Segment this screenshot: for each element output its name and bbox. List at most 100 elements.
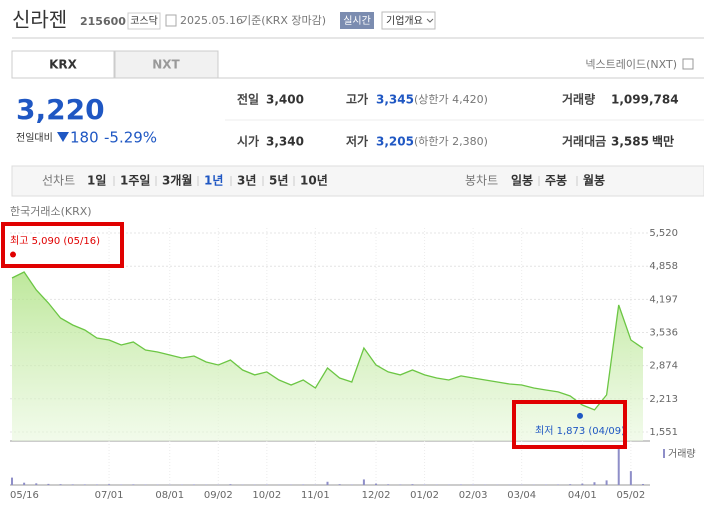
volume-bar bbox=[629, 471, 632, 485]
date: 2025.05.16 bbox=[180, 14, 243, 27]
volume-bar bbox=[399, 484, 402, 485]
chart: 5,520 4,858 4,197 3,536 2,874 2,213 1,551 05/16… bbox=[10, 228, 696, 501]
y-tick-label: 2,874 bbox=[649, 361, 678, 372]
volume-bar bbox=[229, 484, 232, 485]
x-tick-label: 11/01 bbox=[301, 490, 330, 501]
volume-bar bbox=[605, 480, 608, 485]
y-tick-label: 5,520 bbox=[649, 228, 678, 239]
stat-value: 3,205 bbox=[376, 135, 414, 149]
stat-label: 거래량 bbox=[562, 92, 595, 107]
x-tick-label: 04/01 bbox=[568, 490, 597, 501]
volume-legend: 거래량 bbox=[668, 448, 696, 460]
period-option[interactable]: 1일 bbox=[87, 174, 106, 188]
volume-bar bbox=[338, 484, 341, 485]
volume-bar bbox=[326, 481, 329, 485]
y-tick-label: 2,213 bbox=[649, 394, 678, 405]
volume-bar bbox=[11, 477, 13, 485]
volume-bar bbox=[59, 484, 62, 485]
period-option[interactable]: 5년 bbox=[269, 174, 288, 188]
period-group-label: 선차트 bbox=[42, 174, 75, 188]
price-line bbox=[11, 271, 644, 411]
extreme-dot bbox=[10, 251, 16, 258]
period-bar bbox=[11, 165, 704, 197]
x-tick-label: 08/01 bbox=[155, 490, 184, 501]
volume-bar bbox=[617, 448, 620, 485]
volume-bar bbox=[108, 484, 111, 485]
realtime-badge bbox=[340, 12, 374, 29]
period-option[interactable]: 10년 bbox=[300, 174, 328, 188]
volume-bar bbox=[95, 484, 98, 485]
periods: 선차트 1일 1주일 3개월 1년 3년 5년 10년 봉차트 일봉 주봉 월봉 bbox=[42, 173, 605, 188]
stat-label: 거래대금 bbox=[562, 134, 606, 149]
period-option[interactable]: 일봉 bbox=[511, 174, 533, 188]
stats: 전일 3,400 고가 3,345 (상한가 4,420) 거래량 1,099,784 시가 3… bbox=[237, 92, 679, 149]
stat-value: 3,340 bbox=[266, 135, 304, 149]
tab-nxt[interactable] bbox=[114, 50, 219, 79]
volume-bar bbox=[387, 484, 390, 485]
period-option[interactable]: 1년 bbox=[204, 174, 223, 188]
volume-bar bbox=[569, 484, 572, 485]
tab-label[interactable]: KRX bbox=[49, 58, 78, 72]
volume-bar bbox=[411, 484, 414, 485]
stat-value: 3,585 bbox=[611, 135, 649, 149]
y-tick-label: 1,551 bbox=[649, 427, 678, 438]
calendar-icon bbox=[165, 14, 177, 27]
volume-bar bbox=[193, 484, 196, 485]
overview[interactable]: 기업개요 bbox=[386, 14, 423, 27]
stat-label: 시가 bbox=[237, 134, 259, 149]
chart-source: 한국거래소(KRX) bbox=[10, 205, 92, 218]
down-triangle bbox=[57, 132, 69, 142]
period-option[interactable]: 1주일 bbox=[120, 174, 150, 188]
stat-value: 1,099,784 bbox=[611, 93, 679, 107]
tab-krx[interactable] bbox=[11, 50, 115, 79]
x-tick-label: 05/02 bbox=[616, 490, 645, 501]
x-tick-label: 07/01 bbox=[95, 490, 124, 501]
volume-bar bbox=[47, 483, 50, 485]
period-option[interactable]: 주봉 bbox=[545, 174, 567, 188]
volume-bar bbox=[83, 484, 86, 485]
price: 3,220 bbox=[16, 93, 105, 126]
change-pct: -5.29% bbox=[104, 129, 157, 147]
change: 180 bbox=[70, 129, 99, 147]
period-option[interactable]: 3개월 bbox=[162, 173, 192, 188]
x-tick-label: 09/02 bbox=[204, 490, 233, 501]
extreme-dot bbox=[577, 412, 583, 419]
volume-bar bbox=[593, 482, 596, 485]
stock-code: 215600 bbox=[80, 15, 126, 28]
x-tick-label: 12/02 bbox=[362, 490, 391, 501]
change-label: 전일대비 bbox=[16, 132, 53, 144]
period-option[interactable]: 월봉 bbox=[583, 173, 605, 188]
volume-bar bbox=[581, 483, 584, 485]
stat-note: (하한가 2,380) bbox=[414, 134, 488, 148]
x-tick-label: 02/03 bbox=[459, 490, 488, 501]
overview-button[interactable] bbox=[381, 11, 436, 30]
tab-label[interactable]: NXT bbox=[152, 58, 180, 72]
nxt-link[interactable]: 넥스트레이드(NXT) bbox=[585, 58, 677, 71]
stat-note: (상한가 4,420) bbox=[414, 93, 488, 106]
volume-bar bbox=[35, 483, 38, 485]
highlight-box bbox=[1, 222, 124, 268]
x-tick-label: 03/04 bbox=[507, 490, 536, 501]
realtime: 실시간 bbox=[343, 15, 371, 27]
y-tick-label: 3,536 bbox=[649, 327, 678, 338]
volume-bar bbox=[375, 483, 378, 485]
period-option[interactable]: 3년 bbox=[237, 174, 256, 188]
stat-label: 고가 bbox=[346, 92, 368, 107]
dropdown-arrow bbox=[426, 18, 434, 23]
area bbox=[12, 272, 643, 441]
y-tick-label: 4,858 bbox=[649, 261, 678, 272]
stat-label: 전일 bbox=[237, 92, 259, 107]
stock-name: 신라젠 bbox=[12, 8, 67, 32]
basis: 기준(KRX 장마감) bbox=[241, 14, 326, 27]
highlight-box bbox=[512, 400, 627, 449]
volume-bar bbox=[362, 479, 365, 485]
extreme-label: 최고 5,090 (05/16) bbox=[10, 235, 100, 247]
market: 코스닥 bbox=[130, 15, 158, 27]
market-badge bbox=[127, 12, 161, 30]
volume-bar bbox=[642, 483, 644, 485]
y-tick-label: 4,197 bbox=[649, 294, 678, 305]
stat-value: 3,400 bbox=[266, 93, 304, 107]
x-tick-label: 05/16 bbox=[10, 490, 39, 501]
volume-bar bbox=[557, 484, 560, 485]
